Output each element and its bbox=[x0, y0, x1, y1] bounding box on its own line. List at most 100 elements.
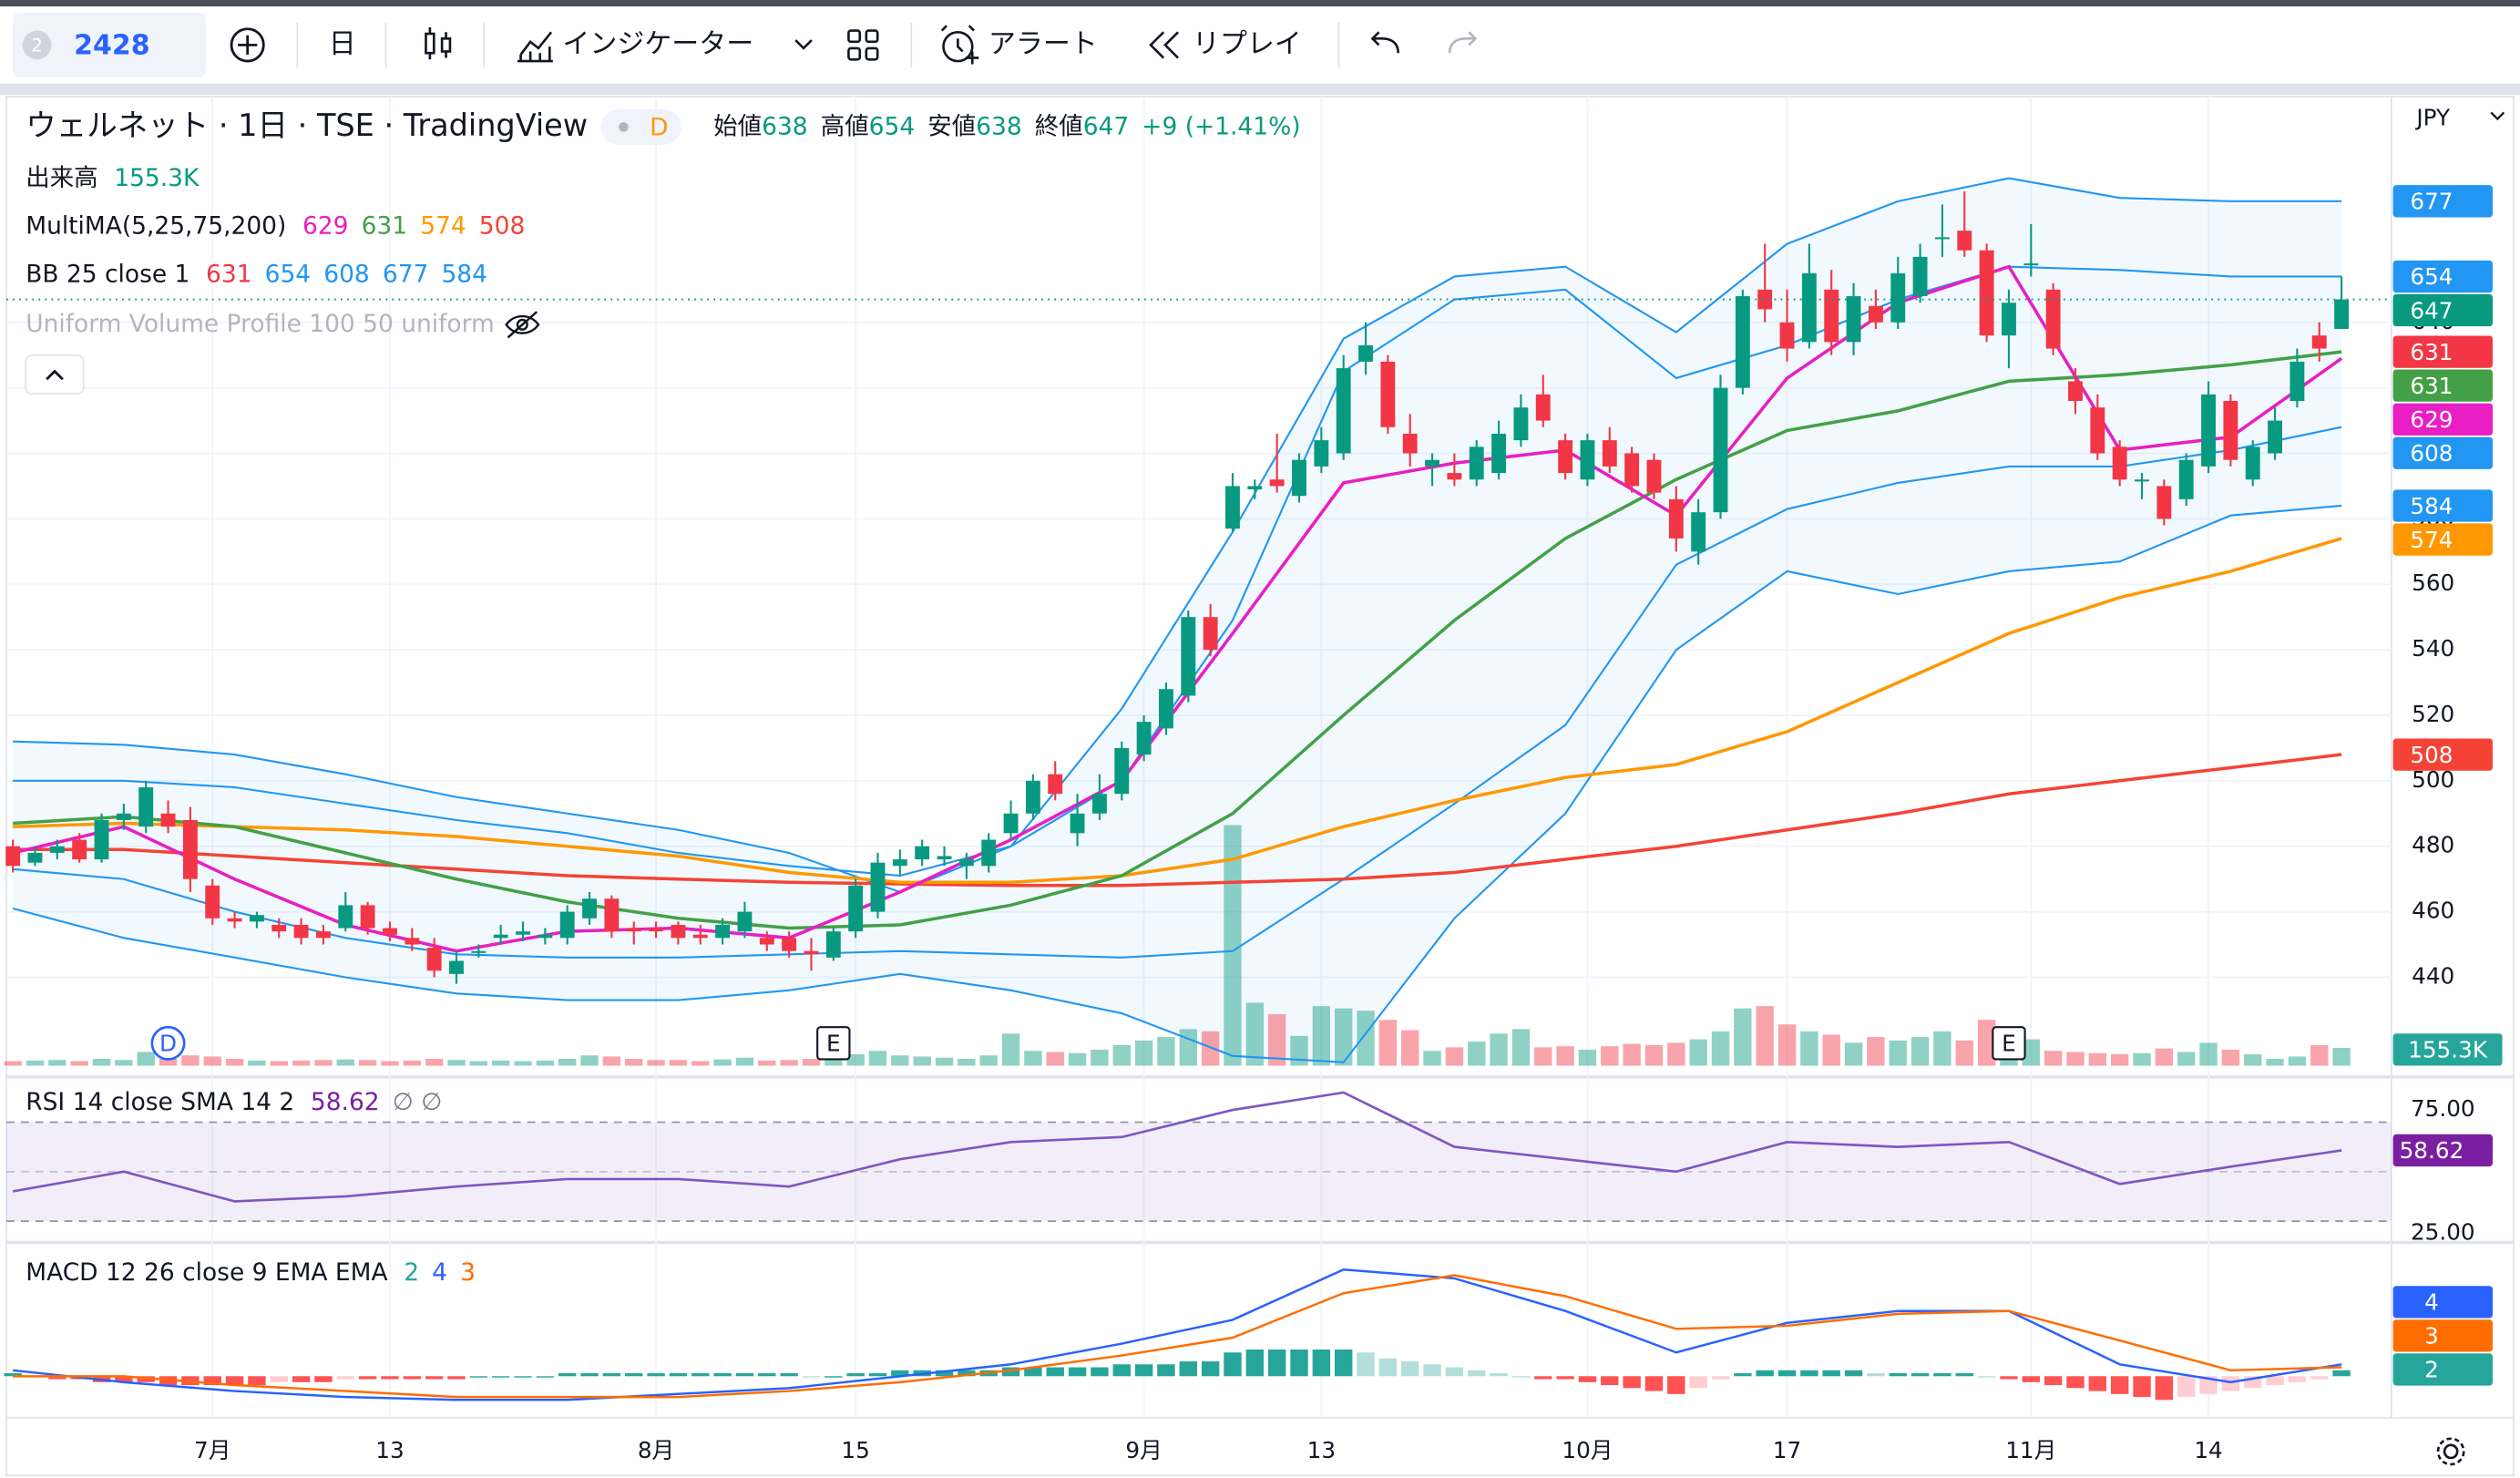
candle-body bbox=[2245, 446, 2260, 480]
collapse-button[interactable] bbox=[25, 354, 85, 395]
alert-icon[interactable] bbox=[940, 25, 979, 65]
macd-histogram-bar bbox=[1157, 1364, 1175, 1377]
volume-bar bbox=[403, 1060, 422, 1066]
candle-body bbox=[825, 931, 841, 958]
currency-dropdown[interactable] bbox=[2490, 111, 2505, 121]
symbol[interactable]: 2428 bbox=[74, 30, 149, 62]
macd-histogram-bar bbox=[1490, 1373, 1508, 1377]
candle-body bbox=[405, 938, 420, 945]
symbol-button[interactable] bbox=[13, 13, 206, 77]
label: MACD 12 26 close 9 EMA EMA bbox=[26, 1258, 387, 1287]
chart-type-button[interactable] bbox=[425, 26, 452, 60]
redo-button[interactable] bbox=[1448, 31, 1478, 54]
macd-histogram-bar bbox=[1910, 1373, 1930, 1377]
macd-histogram-bar bbox=[868, 1373, 887, 1377]
macd-histogram-bar bbox=[514, 1376, 532, 1378]
volume-bar bbox=[1201, 1031, 1220, 1066]
volume-bar bbox=[181, 1055, 200, 1066]
bb-line bbox=[13, 177, 2342, 894]
alert-button[interactable]: アラート bbox=[989, 28, 1098, 60]
macd-histogram-bar bbox=[1867, 1373, 1885, 1377]
price-tag bbox=[2392, 1319, 2493, 1352]
volume-bar bbox=[536, 1060, 555, 1066]
volume-bar bbox=[2044, 1051, 2063, 1066]
candle-body bbox=[1691, 512, 1706, 552]
candle-body bbox=[271, 924, 287, 932]
macd-histogram-bar bbox=[647, 1373, 665, 1377]
replay-button[interactable]: リプレイ bbox=[1193, 28, 1302, 60]
macd-histogram-bar bbox=[802, 1376, 821, 1378]
macd-histogram-bar bbox=[1977, 1376, 1996, 1378]
event-label: E bbox=[826, 1031, 841, 1057]
macd-histogram-bar bbox=[825, 1376, 843, 1378]
candle-body bbox=[1380, 361, 1396, 427]
layouts-button[interactable] bbox=[847, 29, 879, 61]
interval-button[interactable]: 日 bbox=[329, 28, 356, 60]
volume-bar bbox=[1490, 1033, 1508, 1066]
value: 508 bbox=[479, 211, 526, 240]
volume-bar bbox=[2110, 1053, 2129, 1066]
macd-histogram-bar bbox=[1933, 1373, 1951, 1377]
toolbar-separator bbox=[0, 83, 2520, 96]
candle-body bbox=[937, 856, 952, 860]
macd-histogram-bar bbox=[491, 1376, 510, 1378]
dropdown-arrow[interactable] bbox=[794, 39, 813, 50]
add-symbol-button[interactable] bbox=[230, 27, 265, 63]
candle-body bbox=[981, 839, 997, 867]
settings-button[interactable] bbox=[2436, 1437, 2465, 1466]
candle-body bbox=[160, 813, 176, 827]
bb-line bbox=[13, 426, 2342, 959]
candle-body bbox=[782, 938, 797, 951]
candle-body bbox=[471, 950, 487, 953]
candle-body bbox=[2334, 299, 2350, 329]
indicators-icon[interactable] bbox=[517, 31, 553, 63]
macd-histogram-bar bbox=[1179, 1361, 1197, 1377]
macd-histogram-bar bbox=[403, 1376, 422, 1380]
macd-histogram-bar bbox=[1667, 1376, 1685, 1394]
macd-line bbox=[13, 1268, 2342, 1401]
price-tag bbox=[2392, 523, 2493, 556]
volume-bar bbox=[691, 1061, 710, 1066]
replay-icon[interactable] bbox=[1149, 31, 1179, 59]
volume-bar bbox=[2155, 1048, 2174, 1066]
volume-bar bbox=[2177, 1052, 2196, 1066]
macd-histogram-bar bbox=[2332, 1370, 2351, 1377]
candle-body bbox=[692, 934, 708, 939]
price-tag-label: 677 bbox=[2410, 189, 2453, 215]
macd-histogram-bar bbox=[1844, 1370, 1863, 1377]
label: MultiMA(5,25,75,200) bbox=[26, 211, 286, 240]
volume-bar bbox=[669, 1060, 688, 1066]
value: 677 bbox=[383, 260, 429, 288]
candle-body bbox=[582, 898, 597, 919]
volume-bar bbox=[1312, 1006, 1331, 1066]
volume-bar bbox=[1134, 1040, 1153, 1066]
volume-bar bbox=[1756, 1006, 1774, 1066]
undo-button[interactable] bbox=[1370, 31, 1400, 54]
value: 654 bbox=[869, 112, 916, 140]
indicators-button[interactable]: インジケーター bbox=[562, 28, 753, 60]
hidden-eye-icon[interactable] bbox=[505, 311, 540, 339]
macd-histogram-bar bbox=[2022, 1376, 2040, 1382]
macd-histogram-bar bbox=[1091, 1367, 1109, 1377]
price-tag-label: 608 bbox=[2410, 440, 2453, 467]
volume-bar bbox=[2332, 1047, 2351, 1066]
volume-bar bbox=[1423, 1051, 1441, 1066]
volume-bar bbox=[159, 1058, 178, 1066]
candle-body bbox=[249, 915, 264, 922]
macd-histogram-bar bbox=[669, 1373, 688, 1377]
volume-bar bbox=[2266, 1058, 2284, 1066]
symbol-badge-circle bbox=[22, 30, 52, 60]
volume-bar bbox=[2199, 1042, 2218, 1066]
macd-histogram-bar bbox=[381, 1376, 399, 1380]
volume-bar bbox=[2088, 1052, 2107, 1066]
candle-body bbox=[1801, 272, 1817, 343]
candle-body bbox=[516, 931, 530, 935]
macd-histogram-bar bbox=[1445, 1367, 1464, 1377]
volume-bar bbox=[2244, 1053, 2262, 1066]
rsi-tick-label: 25.00 bbox=[2411, 1219, 2475, 1246]
collapse-arrow[interactable] bbox=[46, 369, 64, 381]
candle-body bbox=[72, 839, 87, 860]
value: 629 bbox=[302, 211, 349, 240]
macd-histogram-bar bbox=[2044, 1376, 2063, 1386]
